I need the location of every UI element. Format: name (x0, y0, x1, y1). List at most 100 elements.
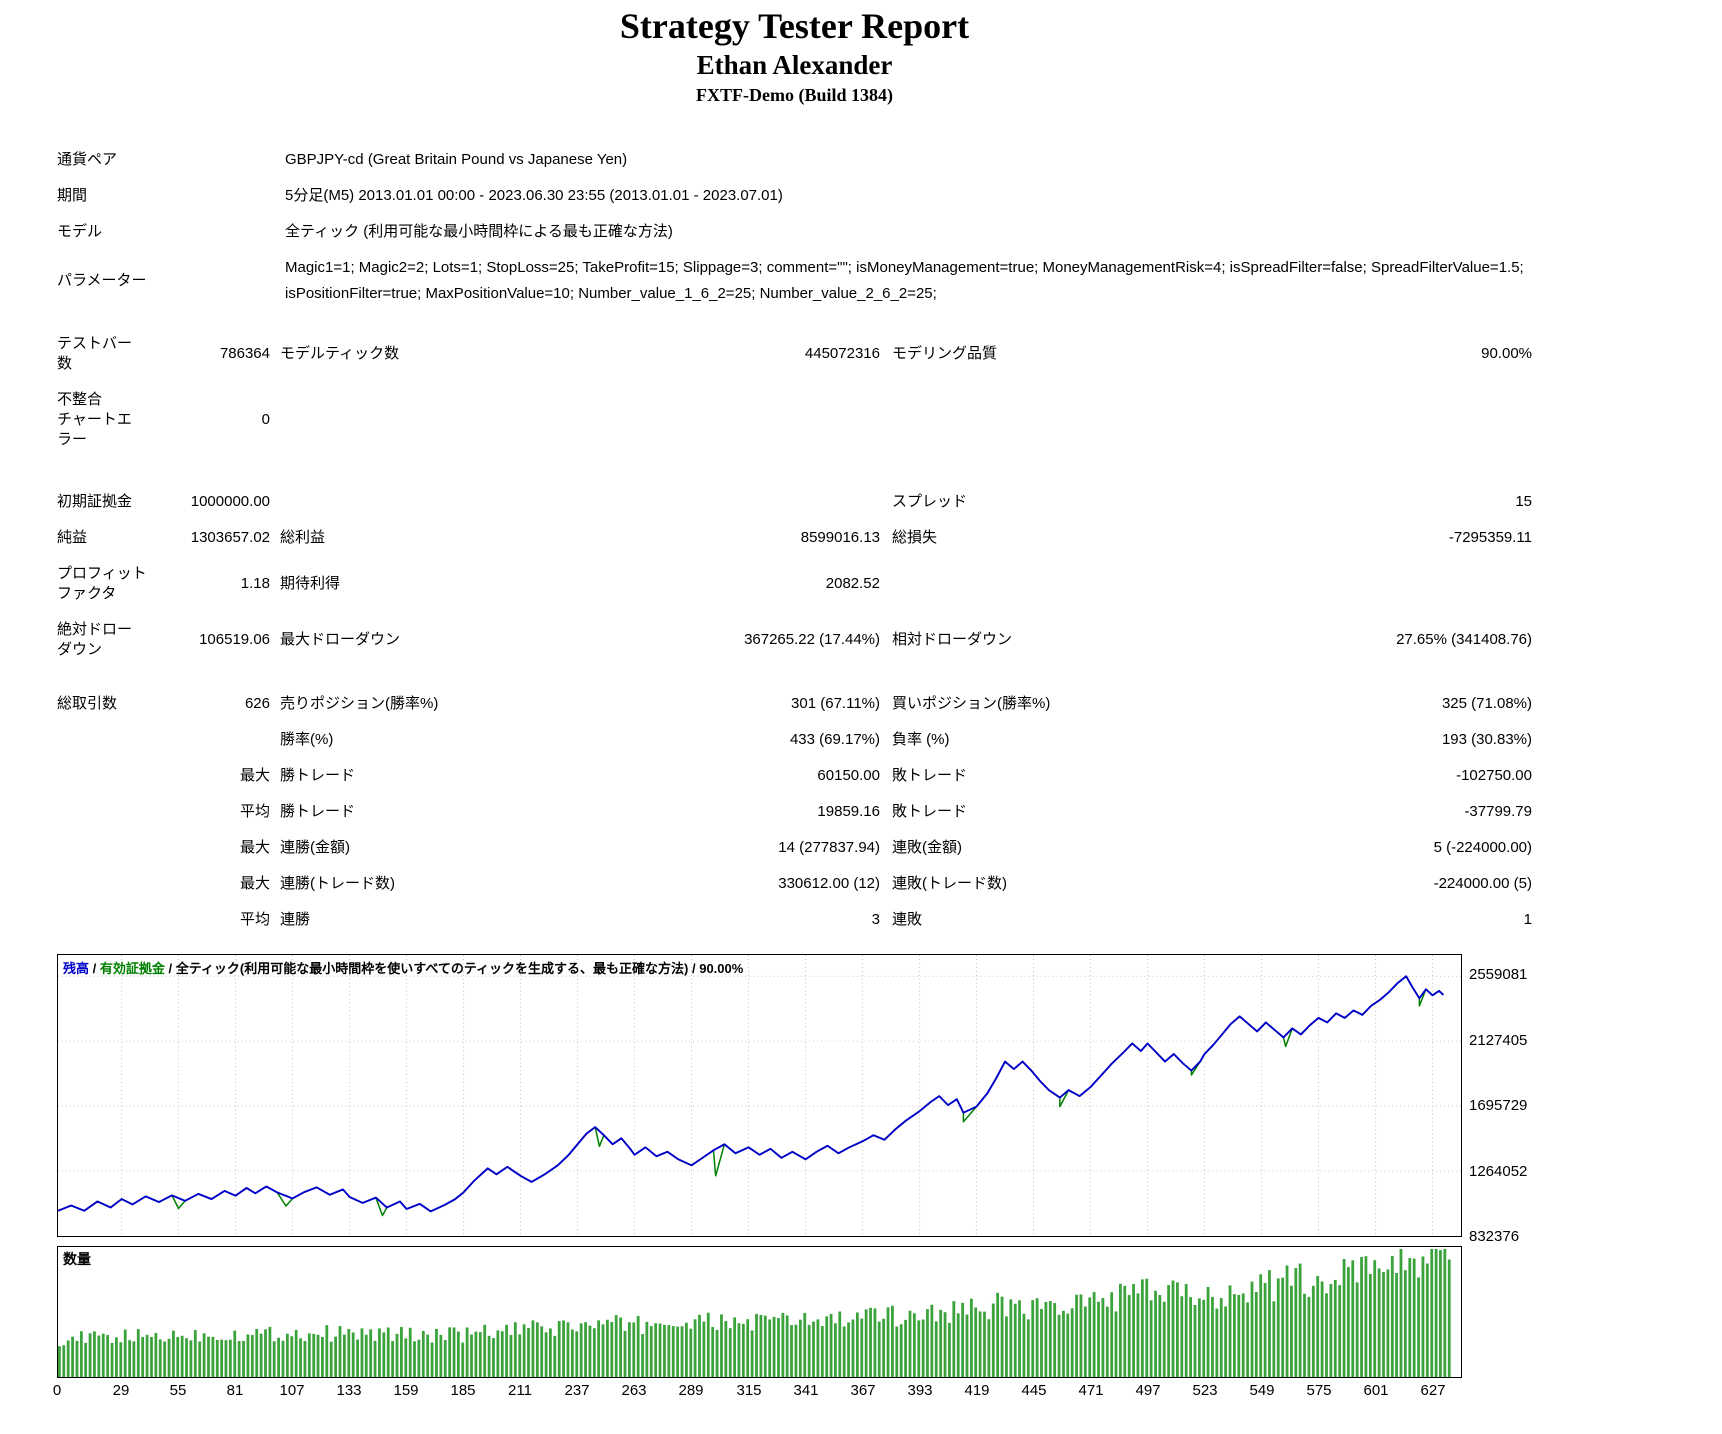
stat-label: 絶対ドロー ダウン (57, 621, 133, 658)
stat-label: 期待利得 (280, 575, 341, 592)
stat-label: 勝率(%) (280, 731, 334, 748)
stat-label: モデリング品質 (892, 345, 998, 362)
stat-label (57, 866, 157, 902)
charts-section: 残高 / 有効証拠金 / 全ティック(利用可能な最小時間枠を使いすべてのティック… (53, 954, 1527, 1402)
settings-row: モデル 全ティック (利用可能な最小時間枠による最も正確な方法) (57, 214, 1532, 250)
stat-label: スプレッド (892, 493, 968, 510)
stat-label (57, 722, 157, 758)
x-axis-label: 185 (450, 1382, 476, 1399)
y-axis-label: 2127405 (1469, 1032, 1528, 1049)
stat-value: -102750.00 (1456, 767, 1532, 784)
stat-label: 敗トレード (892, 803, 968, 820)
spacer (57, 668, 1532, 686)
stat-value (1232, 556, 1532, 612)
stat-label: 相対ドローダウン (892, 631, 1013, 648)
strategy-tester-report: Strategy Tester Report Ethan Alexander F… (53, 4, 1532, 1402)
stat-label: 買いポジション(勝率%) (892, 695, 1051, 712)
spacer (57, 458, 1532, 484)
chart-legend: 残高 / 有効証拠金 / 全ティック(利用可能な最小時間枠を使いすべてのティック… (63, 958, 743, 977)
stat-value: 27.65% (341408.76) (1396, 631, 1532, 648)
stats-table: テストバー 数 786364 モデルティック数 445072316 モデリング品質 90.… (57, 326, 1532, 938)
stat-value: 786364 (219, 345, 270, 362)
stat-value: 367265.22 (17.44%) (744, 631, 880, 648)
stats-row: 平均 勝トレード 19859.16 敗トレード -37799.79 (57, 794, 1532, 830)
stat-value: 8599016.13 (800, 529, 880, 546)
stat-label (57, 794, 157, 830)
y-axis-labels: 832376 1264052 1695729 2127405 2559081 (1469, 954, 1559, 1245)
x-axis-label: 445 (1021, 1382, 1047, 1399)
stat-value: 106519.06 (199, 631, 270, 648)
stat-label: 最大ドローダウン (280, 631, 401, 648)
stat-value: 301 (67.11%) (791, 695, 880, 712)
stats-row: 総取引数 626 売りポジション(勝率%) 301 (67.11%) 買いポジション(勝… (57, 686, 1532, 722)
setting-label: モデル (57, 223, 103, 240)
stat-value: 60150.00 (817, 767, 880, 784)
stat-value: 15 (1515, 493, 1532, 510)
stat-label (57, 830, 157, 866)
setting-label: 期間 (57, 187, 88, 204)
balance-chart: 残高 / 有効証拠金 / 全ティック(利用可能な最小時間枠を使いすべてのティック… (57, 954, 1462, 1237)
stat-value: 193 (30.83%) (1441, 731, 1532, 748)
y-axis-label: 2559081 (1469, 966, 1528, 983)
stat-label (280, 382, 615, 458)
settings-row: 通貨ペア GBPJPY-cd (Great Britain Pound vs Ja… (57, 142, 1532, 178)
x-axis-label: 81 (226, 1382, 244, 1399)
x-axis-label: 523 (1192, 1382, 1218, 1399)
setting-value: GBPJPY-cd (Great Britain Pound vs Japane… (285, 151, 628, 168)
stat-label: 連敗(金額) (892, 839, 962, 856)
x-axis-label: 471 (1078, 1382, 1104, 1399)
stat-label: 敗トレード (892, 767, 968, 784)
stats-row: 最大 連勝(金額) 14 (277837.94) 連敗(金額) 5 (-224000.0… (57, 830, 1532, 866)
x-axis-label: 29 (112, 1382, 130, 1399)
report-header: Strategy Tester Report Ethan Alexander F… (57, 4, 1532, 108)
stat-value: 433 (69.17%) (789, 731, 880, 748)
report-author: Ethan Alexander (696, 50, 893, 80)
stat-value: 19859.16 (817, 803, 880, 820)
y-axis-label: 832376 (1469, 1228, 1520, 1245)
stat-label (280, 484, 615, 520)
stat-label: プロフィット ファクタ (57, 565, 147, 602)
stat-value: 325 (71.08%) (1441, 695, 1532, 712)
x-axis-label: 133 (336, 1382, 362, 1399)
stat-value: 平均 (239, 911, 270, 928)
x-axis-label: 55 (169, 1382, 187, 1399)
stat-label: 連勝(トレード数) (280, 875, 395, 892)
stat-value (1232, 382, 1532, 458)
x-axis-label: 211 (508, 1382, 532, 1399)
stats-row: 最大 勝トレード 60150.00 敗トレード -102750.00 (57, 758, 1532, 794)
stat-label (57, 758, 157, 794)
x-axis-label: 237 (564, 1382, 590, 1399)
volume-chart: 数量 (57, 1246, 1462, 1378)
setting-value: 全ティック (利用可能な最小時間枠による最も正確な方法) (285, 223, 673, 240)
stat-label: 連敗(トレード数) (892, 875, 1007, 892)
stat-value: 626 (244, 695, 270, 712)
stat-label: 売りポジション(勝率%) (280, 695, 439, 712)
balance-chart-svg (58, 955, 1461, 1236)
stat-value: 445072316 (804, 345, 880, 362)
x-axis-label: 289 (678, 1382, 704, 1399)
setting-value: 5分足(M5) 2013.01.01 00:00 - 2023.06.30 23… (285, 187, 783, 204)
stats-row: 不整合 チャートエ ラー 0 (57, 382, 1532, 458)
stat-value: -37799.79 (1464, 803, 1532, 820)
settings-table: 通貨ペア GBPJPY-cd (Great Britain Pound vs Ja… (57, 142, 1532, 312)
settings-row: パラメーター Magic1=1; Magic2=2; Lots=1; StopLo… (57, 250, 1532, 312)
report-title: Strategy Tester Report (619, 6, 970, 46)
setting-label: パラメーター (57, 272, 147, 289)
stat-label: モデルティック数 (280, 345, 400, 362)
y-axis-label: 1695729 (1469, 1097, 1528, 1114)
stat-value: 2082.52 (825, 575, 880, 592)
stats-row: 絶対ドロー ダウン 106519.06 最大ドローダウン 367265.22 (17.… (57, 612, 1532, 668)
x-axis-labels: 0 29 55 81 107 133 159 185 211 237 263 289 315 341 367… (53, 1378, 1462, 1402)
spacer-row (57, 668, 1532, 686)
stat-value: 最大 (239, 767, 270, 784)
legend-item: 残高 (63, 961, 90, 976)
stats-row: プロフィット ファクタ 1.18 期待利得 2082.52 (57, 556, 1532, 612)
x-axis-label: 107 (279, 1382, 305, 1399)
x-axis-label: 341 (793, 1382, 819, 1399)
stat-value: -7295359.11 (1448, 529, 1532, 546)
setting-value: Magic1=1; Magic2=2; Lots=1; StopLoss=25;… (285, 259, 1524, 302)
stats-row: 初期証拠金 1000000.00 スプレッド 15 (57, 484, 1532, 520)
stat-value: 330612.00 (12) (778, 875, 880, 892)
stat-label: 純益 (57, 529, 88, 546)
stat-value: 1303657.02 (190, 529, 270, 546)
